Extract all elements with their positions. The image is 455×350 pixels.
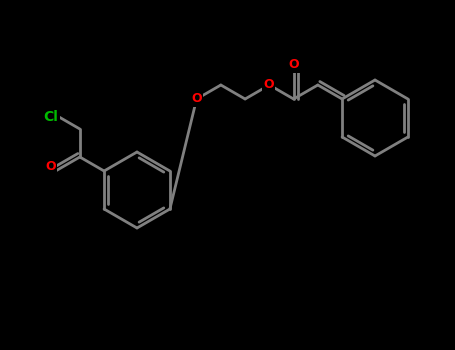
Text: O: O <box>46 160 56 173</box>
Text: O: O <box>263 78 273 91</box>
Text: Cl: Cl <box>43 110 58 124</box>
Text: O: O <box>288 58 299 71</box>
Text: O: O <box>191 92 202 105</box>
